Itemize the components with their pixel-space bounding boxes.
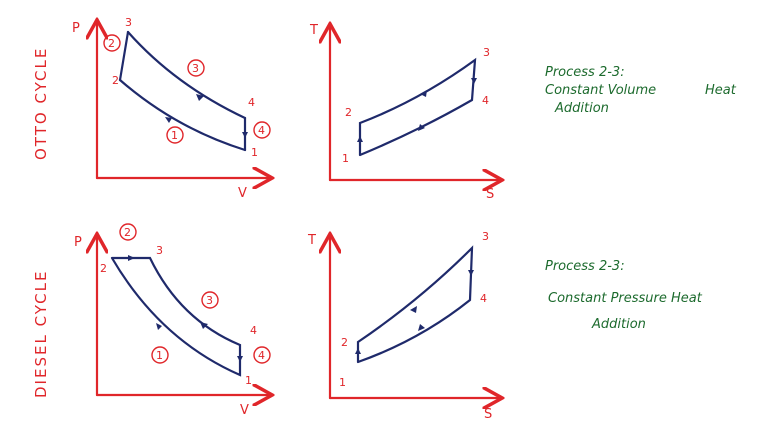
circle [166, 126, 184, 144]
diesel-pv: P V 3 2 4 1 2 3 1 4 [74, 223, 271, 418]
arrow [156, 323, 162, 330]
diesel-ts: T S 3 4 2 1 [307, 230, 500, 422]
arrow [471, 78, 477, 84]
arrow [418, 124, 425, 131]
axis-label: S [484, 407, 492, 422]
process-number: 2 [108, 37, 115, 50]
note-line: Heat [705, 83, 737, 98]
process-number: 1 [171, 129, 178, 142]
circle [253, 346, 271, 364]
circle [103, 34, 121, 52]
state: 1 [339, 376, 346, 389]
arrow [468, 270, 474, 276]
arrow [237, 356, 243, 362]
cycle-label: DIESEL CYCLE [32, 270, 50, 398]
circle [187, 59, 205, 77]
state: 2 [112, 74, 119, 87]
process-number: 1 [156, 349, 163, 362]
circle [253, 121, 271, 139]
arrow [355, 348, 361, 354]
axis-label: T [309, 23, 318, 38]
state: 1 [245, 374, 252, 387]
circle [201, 291, 219, 309]
state: 2 [345, 106, 352, 119]
arrow [357, 136, 363, 142]
state: 1 [251, 146, 258, 159]
process-number: 3 [192, 62, 199, 75]
axis-label: V [240, 403, 249, 418]
arrow [418, 324, 425, 331]
curve [118, 78, 247, 152]
otto-pv: P V 3 2 4 1 2 3 1 4 [72, 16, 270, 201]
state: 3 [482, 230, 489, 243]
note-line: Addition [591, 317, 646, 332]
arrow [242, 132, 248, 138]
curve [358, 57, 477, 157]
process-number: 4 [258, 124, 265, 137]
arrow [196, 94, 204, 101]
arrow [128, 255, 135, 261]
state: 3 [125, 16, 132, 29]
note-line: Constant Volume [545, 83, 656, 98]
arrow [410, 306, 417, 313]
process-number: 2 [124, 226, 131, 239]
note-title: Process 2-3: [545, 259, 625, 274]
axis-label: V [238, 186, 247, 201]
state: 3 [483, 46, 490, 59]
state: 4 [480, 292, 487, 305]
axis-label: P [74, 235, 82, 250]
curve [118, 30, 130, 82]
cycle-label: OTTO CYCLE [32, 47, 50, 160]
state: 2 [341, 336, 348, 349]
axis-label: S [486, 187, 494, 202]
process-number: 3 [206, 294, 213, 307]
arrow [165, 117, 172, 123]
arrow [200, 322, 208, 329]
process-number: 4 [258, 349, 265, 362]
state: 4 [482, 94, 489, 107]
curve [356, 245, 474, 364]
circle [119, 223, 137, 241]
state: 4 [250, 324, 257, 337]
state: 4 [248, 96, 255, 109]
otto-ts: T S 3 4 2 1 [309, 23, 500, 202]
curve [126, 30, 247, 120]
note-title: Process 2-3: [545, 65, 625, 80]
state: 2 [100, 262, 107, 275]
arrow [420, 90, 427, 97]
state: 1 [342, 152, 349, 165]
circle [151, 346, 169, 364]
state: 3 [156, 244, 163, 257]
note-line: Constant Pressure Heat [548, 291, 703, 306]
curve [110, 256, 242, 377]
axis-label: P [72, 21, 80, 36]
axis-label: T [307, 233, 316, 248]
note-line: Addition [554, 101, 609, 116]
